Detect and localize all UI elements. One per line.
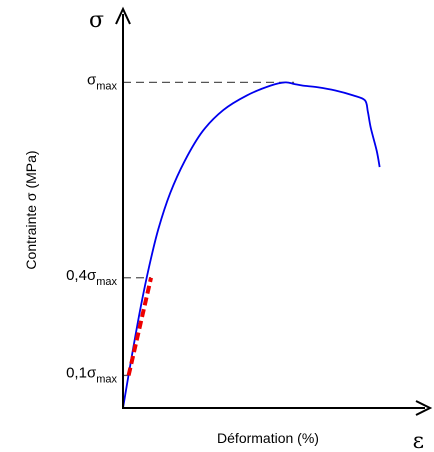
y-axis-title: Contrainte σ (MPa) — [23, 150, 39, 269]
y-axis-symbol: σ — [89, 8, 104, 33]
y-tick-label-0: 0,1σmax — [66, 364, 117, 385]
y-tick-subscript: max — [96, 80, 117, 92]
x-axis-arrowhead — [415, 400, 433, 416]
y-tick-main: 0,1σ — [66, 364, 97, 381]
y-tick-subscript: max — [96, 276, 117, 288]
y-tick-label-2: σmax — [87, 71, 118, 92]
y-axis-arrowhead — [115, 6, 131, 25]
y-tick-label-1: 0,4σmax — [66, 267, 117, 288]
x-axis-title: Déformation (%) — [217, 430, 319, 446]
y-tick-subscript: max — [96, 373, 117, 385]
y-tick-main: 0,4σ — [66, 267, 97, 284]
elastic-region-dashed-line — [126, 277, 153, 376]
y-tick-main: σ — [87, 71, 97, 88]
x-axis-symbol: ε — [413, 429, 424, 452]
stress-strain-curve — [122, 81, 381, 409]
